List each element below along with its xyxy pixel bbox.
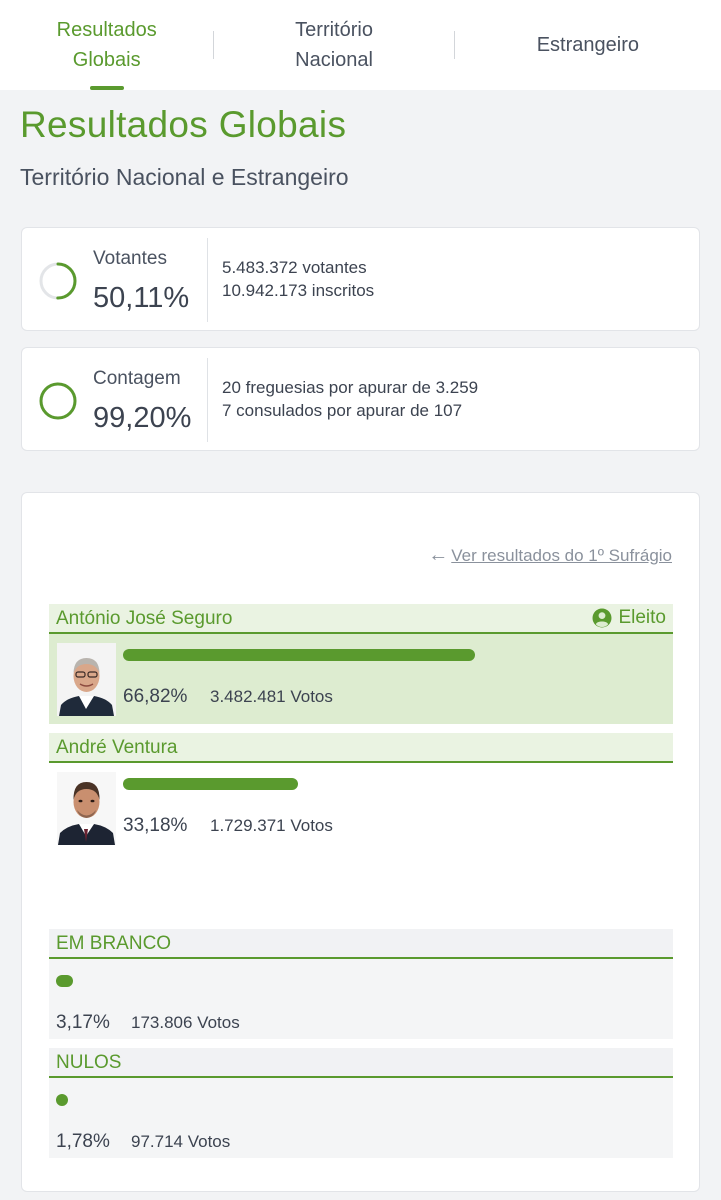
vote-percentage: 66,82% xyxy=(123,686,188,707)
user-circle-icon xyxy=(592,608,612,628)
candidate-photo xyxy=(57,772,116,845)
votantes-label: Votantes xyxy=(93,248,167,269)
null-votes-body: 1,78% 97.714 Votos xyxy=(49,1078,673,1158)
vote-count: 1.729.371 Votos xyxy=(210,816,333,835)
vote-count: 173.806 Votos xyxy=(131,1013,240,1032)
vote-count: 3.482.481 Votos xyxy=(210,687,333,706)
candidate-name: António José Seguro xyxy=(56,608,233,629)
contagem-card: Contagem 99,20% 20 freguesias por apurar… xyxy=(21,347,700,451)
candidate-photo xyxy=(57,643,116,716)
tab-resultados-globais[interactable]: Resultados Globais xyxy=(0,0,213,90)
link-text: Ver resultados do 1º Sufrágio xyxy=(451,545,672,565)
candidate-name: André Ventura xyxy=(56,737,178,758)
null-votes-header: NULOS xyxy=(49,1048,673,1078)
candidate-body: 33,18% 1.729.371 Votos xyxy=(49,763,673,853)
page-subtitle: Território Nacional e Estrangeiro xyxy=(20,164,349,190)
tab-label: Resultados Globais xyxy=(56,19,157,71)
inscritos-count: 10.942.173 inscritos xyxy=(222,281,375,300)
tab-territorio-nacional[interactable]: Território Nacional xyxy=(214,0,453,90)
tab-estrangeiro[interactable]: Estrangeiro xyxy=(455,0,721,90)
tab-divider xyxy=(213,31,215,59)
candidate-row[interactable]: André Ventura 33,18% 1.729.371 Votos xyxy=(49,733,673,853)
candidate-row[interactable]: António José Seguro Eleito xyxy=(49,604,673,724)
vote-count: 97.714 Votos xyxy=(131,1132,231,1151)
divider xyxy=(207,358,208,442)
vote-share-bar xyxy=(123,649,475,661)
contagem-progress-ring xyxy=(39,382,77,420)
vote-share-bar xyxy=(123,778,298,790)
elected-badge: Eleito xyxy=(592,607,666,629)
first-round-results-link[interactable]: ← Ver resultados do 1º Sufrágio xyxy=(428,544,672,567)
vote-share-bar xyxy=(56,975,73,987)
null-votes-row: NULOS 1,78% 97.714 Votos xyxy=(49,1048,673,1158)
vote-share-bar xyxy=(56,1094,68,1106)
blank-votes-row: EM BRANCO 3,17% 173.806 Votos xyxy=(49,929,673,1039)
votantes-progress-ring xyxy=(39,262,77,300)
vote-percentage: 3,17% xyxy=(56,1012,110,1033)
votantes-value: 50,11% xyxy=(93,282,190,314)
blank-votes-header: EM BRANCO xyxy=(49,929,673,959)
null-votes-label: NULOS xyxy=(56,1052,122,1073)
blank-votes-body: 3,17% 173.806 Votos xyxy=(49,959,673,1039)
votantes-count: 5.483.372 votantes xyxy=(222,258,367,277)
page-title: Resultados Globais xyxy=(20,104,347,145)
blank-votes-label: EM BRANCO xyxy=(56,933,172,954)
tab-divider xyxy=(453,31,455,59)
vote-percentage: 1,78% xyxy=(56,1131,110,1152)
candidate-header: André Ventura xyxy=(49,733,673,763)
vote-percentage: 33,18% xyxy=(123,815,188,836)
candidate-header: António José Seguro Eleito xyxy=(49,604,673,634)
divider xyxy=(207,238,208,322)
contagem-value: 99,20% xyxy=(93,402,192,434)
tab-bar: Resultados Globais Território Nacional E… xyxy=(0,0,721,90)
elected-label: Eleito xyxy=(618,607,666,628)
consulados-pending: 7 consulados por apurar de 107 xyxy=(222,401,463,420)
contagem-label: Contagem xyxy=(93,368,181,389)
candidate-body: 66,82% 3.482.481 Votos xyxy=(49,634,673,724)
arrow-left-icon: ← xyxy=(428,544,449,566)
votantes-card: Votantes 50,11% 5.483.372 votantes 10.94… xyxy=(21,227,700,331)
results-panel: ← Ver resultados do 1º Sufrágio António … xyxy=(21,492,700,1192)
tab-label: Território Nacional xyxy=(295,19,373,71)
tab-label: Estrangeiro xyxy=(536,34,639,56)
freguesias-pending: 20 freguesias por apurar de 3.259 xyxy=(222,378,479,397)
